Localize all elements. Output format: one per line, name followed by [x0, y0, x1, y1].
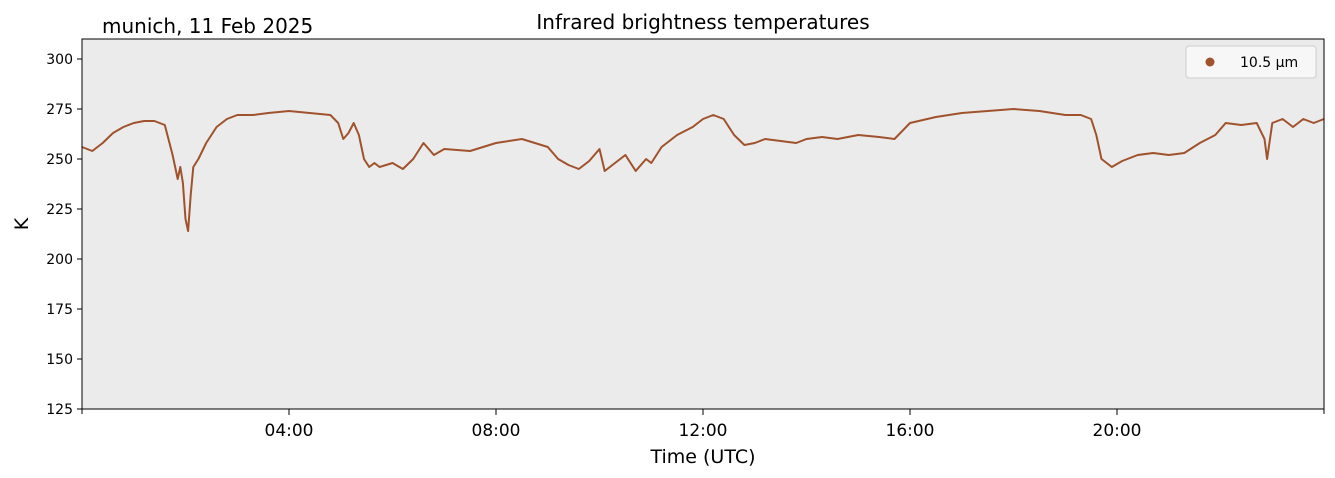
- y-tick-label: 175: [46, 302, 73, 318]
- chart-location-date: munich, 11 Feb 2025: [102, 14, 313, 38]
- series-line-0: [81, 108, 1325, 232]
- y-tick-label: 200: [46, 252, 73, 268]
- legend: 10.5 µm: [1185, 45, 1317, 79]
- y-axis: 125 150 175 200 225 250 275 300: [46, 52, 82, 418]
- x-tick-label: 04:00: [265, 421, 314, 441]
- x-tick-label: 20:00: [1093, 421, 1142, 441]
- y-tick-label: 300: [46, 52, 73, 68]
- y-tick-label: 150: [46, 352, 73, 368]
- legend-marker: [1205, 57, 1215, 67]
- y-tick-label: 225: [46, 202, 73, 218]
- x-axis-label: Time (UTC): [649, 446, 755, 468]
- y-tick-label: 275: [46, 102, 73, 118]
- y-tick-label: 125: [46, 402, 73, 418]
- y-axis-label: K: [11, 217, 33, 230]
- chart-title: Infrared brightness temperatures: [536, 10, 869, 34]
- x-axis: 04:00 08:00 12:00 16:00 20:00: [81, 409, 1325, 441]
- x-tick-label: 08:00: [472, 421, 521, 441]
- x-tick-label: 16:00: [886, 421, 935, 441]
- x-tick-label: 12:00: [679, 421, 728, 441]
- legend-label: 10.5 µm: [1240, 55, 1298, 71]
- series-layer: [81, 108, 1325, 232]
- plot-background: [82, 39, 1324, 409]
- y-tick-label: 250: [46, 152, 73, 168]
- legend-box: [1185, 45, 1317, 79]
